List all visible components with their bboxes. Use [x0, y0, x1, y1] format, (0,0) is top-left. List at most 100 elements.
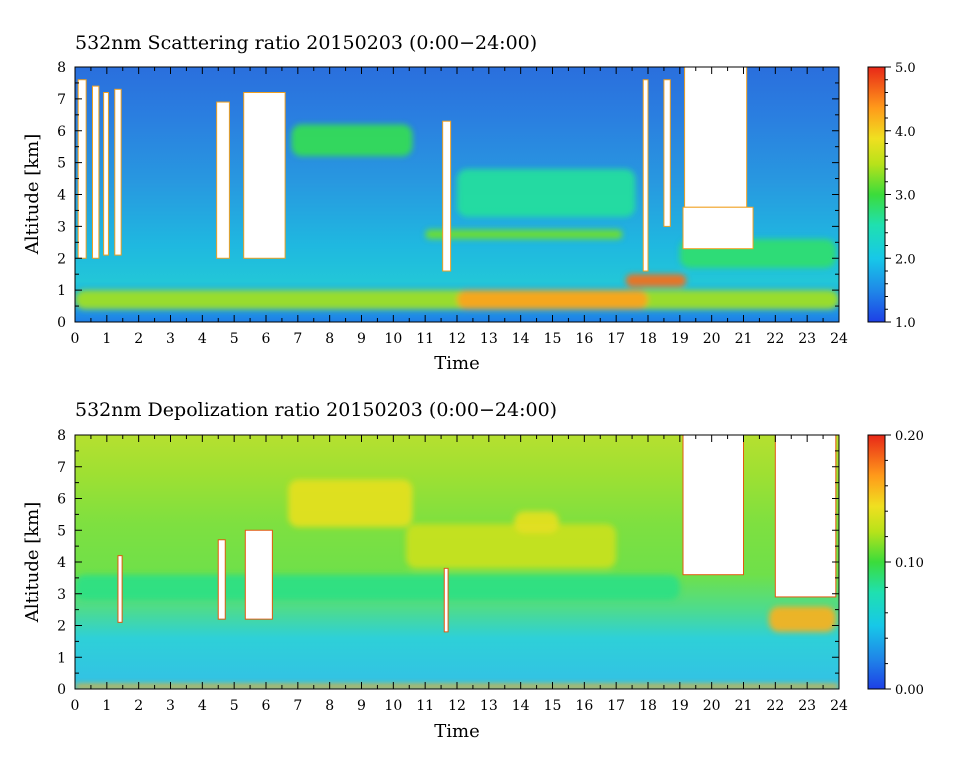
- no-data-region: [114, 88, 122, 256]
- x-axis-label: Time: [434, 353, 479, 374]
- no-data-region: [243, 92, 286, 259]
- x-tick-label: 16: [575, 331, 593, 347]
- colorbar-bar: [867, 66, 886, 323]
- colorbar-tick-label: 0.20: [895, 429, 924, 444]
- feature-region: [514, 511, 559, 534]
- x-tick-label: 11: [416, 698, 434, 714]
- y-tick-label: 5: [57, 156, 66, 172]
- x-tick-label: 11: [416, 331, 434, 347]
- feature-region: [768, 606, 836, 632]
- x-tick-label: 20: [703, 698, 721, 714]
- x-tick-label: 22: [766, 331, 784, 347]
- x-tick-label: 13: [480, 698, 498, 714]
- x-tick-label: 4: [198, 698, 207, 714]
- feature-region: [457, 290, 648, 310]
- x-tick-label: 21: [735, 698, 753, 714]
- colorbar-ticks: 1.0 2.0 3.0 4.0 5.0: [885, 61, 916, 331]
- no-data-region: [244, 529, 273, 620]
- x-tick-label: 6: [262, 698, 271, 714]
- x-tick-label: 1: [102, 331, 111, 347]
- x-tick-label: 5: [230, 331, 239, 347]
- colorbar-tick-label: 5.0: [895, 61, 916, 76]
- y-tick-label: 8: [57, 60, 66, 76]
- x-tick-label: 10: [384, 698, 402, 714]
- x-tick-label: 17: [607, 698, 625, 714]
- x-tick-label: 9: [357, 698, 366, 714]
- colorbar-tick-label: 0.10: [895, 556, 924, 571]
- y-tick-label: 2: [57, 251, 66, 267]
- colorbar: 1.0 2.0 3.0 4.0 5.0: [867, 61, 916, 331]
- y-tick-label: 7: [57, 92, 66, 108]
- y-tick-label: 8: [57, 428, 66, 444]
- y-ticks: 0 1 2 3 4 5 6 7 8: [57, 60, 839, 331]
- x-tick-label: 8: [325, 331, 334, 347]
- colorbar-tick-label: 2.0: [895, 252, 916, 267]
- x-tick-label: 13: [480, 331, 498, 347]
- y-tick-label: 1: [57, 283, 66, 299]
- x-tick-label: 18: [639, 698, 657, 714]
- x-tick-label: 2: [134, 331, 143, 347]
- no-data-region: [642, 79, 649, 272]
- y-tick-label: 4: [57, 188, 66, 204]
- y-tick-label: 0: [57, 682, 66, 698]
- x-tick-label: 0: [71, 331, 80, 347]
- x-tick-label: 0: [71, 698, 80, 714]
- colorbar-tick-label: 0.00: [895, 683, 924, 698]
- y-tick-label: 4: [57, 555, 66, 571]
- x-tick-label: 8: [325, 698, 334, 714]
- no-data-region: [684, 67, 748, 208]
- x-tick-label: 20: [703, 331, 721, 347]
- x-tick-label: 12: [448, 331, 466, 347]
- x-tick-label: 7: [293, 331, 302, 347]
- y-ticks: 0 1 2 3 4 5 6 7 8: [57, 428, 839, 698]
- panel-title: 532nm Scattering ratio 20150203 (0:00−24…: [75, 32, 537, 54]
- y-tick-label: 6: [57, 124, 66, 140]
- x-tick-label: 10: [384, 331, 402, 347]
- feature-region: [75, 574, 680, 601]
- no-data-region: [682, 435, 744, 576]
- x-tick-label: 15: [544, 331, 562, 347]
- x-tick-label: 2: [134, 698, 143, 714]
- panel-title: 532nm Depolization ratio 20150203 (0:00−…: [75, 399, 557, 421]
- no-data-region: [92, 85, 100, 259]
- plot-area: [75, 67, 839, 322]
- colorbar: 0.00 0.10 0.20: [867, 429, 924, 698]
- feature-region: [406, 523, 617, 569]
- plot-area: [75, 435, 839, 689]
- x-tick-label: 16: [575, 698, 593, 714]
- colorbar-tick-label: 4.0: [895, 125, 916, 140]
- x-tick-label: 1: [102, 698, 111, 714]
- no-data-region: [774, 435, 837, 598]
- x-tick-label: 9: [357, 331, 366, 347]
- y-tick-label: 1: [57, 650, 66, 666]
- x-tick-label: 17: [607, 331, 625, 347]
- y-tick-label: 7: [57, 460, 66, 476]
- y-axis-label: Altitude [km]: [22, 134, 43, 256]
- scattering-ratio-panel: 532nm Scattering ratio 20150203 (0:00−24…: [22, 32, 916, 374]
- no-data-region: [77, 79, 87, 259]
- colorbar-tick-label: 1.0: [895, 316, 916, 331]
- y-axis-label: Altitude [km]: [22, 502, 43, 624]
- x-tick-label: 22: [766, 698, 784, 714]
- x-tick-label: 24: [830, 331, 848, 347]
- depolarization-ratio-panel: 532nm Depolization ratio 20150203 (0:00−…: [22, 399, 924, 742]
- no-data-region: [103, 92, 109, 256]
- y-tick-label: 5: [57, 523, 66, 539]
- feature-region: [625, 274, 687, 287]
- y-tick-label: 3: [57, 587, 66, 603]
- y-tick-label: 3: [57, 219, 66, 235]
- x-tick-label: 4: [198, 331, 207, 347]
- x-tick-label: 14: [512, 331, 530, 347]
- x-axis-label: Time: [434, 721, 479, 742]
- x-tick-label: 3: [166, 698, 175, 714]
- no-data-region: [682, 206, 754, 250]
- x-tick-label: 24: [830, 698, 848, 714]
- x-tick-label: 19: [671, 331, 689, 347]
- x-tick-label: 23: [798, 698, 816, 714]
- no-data-region: [663, 79, 671, 227]
- x-ticks: 0 1 2 3 4 5 6 7 8 9 10 11 12 13 14 15 16 17 18 19 20 21 22 23 24: [71, 435, 848, 714]
- x-tick-label: 19: [671, 698, 689, 714]
- no-data-region: [117, 555, 123, 623]
- x-tick-label: 5: [230, 698, 239, 714]
